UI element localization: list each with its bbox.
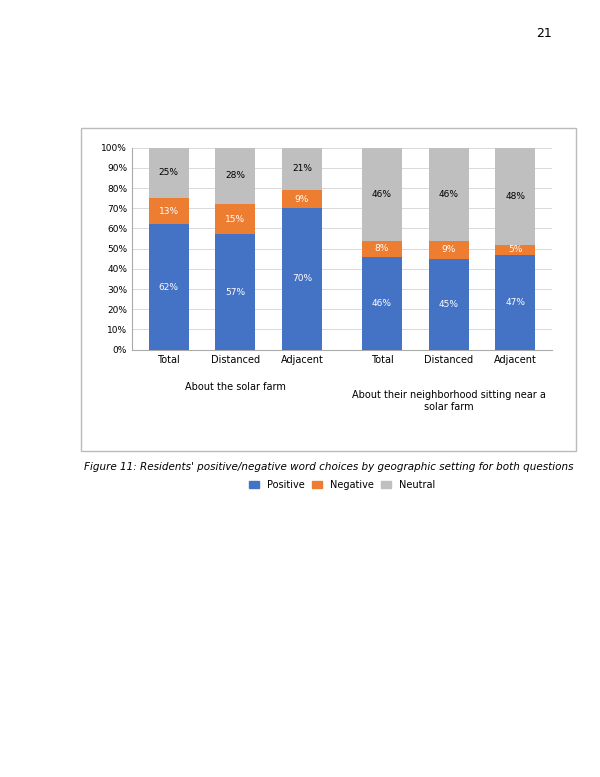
Bar [362, 148, 402, 241]
Text: 57%: 57% [225, 287, 245, 297]
Text: 46%: 46% [439, 190, 458, 199]
Legend: Positive, Negative, Neutral: Positive, Negative, Neutral [249, 479, 435, 490]
Text: About their neighborhood sitting near a
solar farm: About their neighborhood sitting near a … [352, 390, 545, 412]
Text: 15%: 15% [225, 215, 245, 224]
Text: 62%: 62% [158, 283, 179, 291]
Text: 9%: 9% [295, 195, 309, 204]
Text: 9%: 9% [442, 246, 456, 254]
Bar [362, 256, 402, 350]
Text: 8%: 8% [375, 244, 389, 253]
Text: 46%: 46% [372, 298, 392, 308]
Bar [149, 198, 188, 225]
Text: 5%: 5% [508, 246, 523, 254]
Bar [149, 148, 188, 198]
Text: 46%: 46% [372, 190, 392, 199]
Bar [428, 259, 469, 350]
Bar [428, 148, 469, 241]
Bar [496, 148, 535, 245]
Bar [362, 241, 402, 256]
Text: 47%: 47% [505, 298, 526, 307]
Bar [215, 235, 256, 350]
Bar [215, 204, 256, 235]
Text: 21%: 21% [292, 165, 312, 173]
Text: 21: 21 [536, 27, 552, 40]
Text: Figure 11: Residents' positive/negative word choices by geographic setting for b: Figure 11: Residents' positive/negative … [84, 462, 574, 472]
Text: 45%: 45% [439, 300, 458, 308]
Bar [496, 245, 535, 255]
Text: 28%: 28% [226, 172, 245, 180]
Text: 48%: 48% [505, 192, 526, 200]
Text: 25%: 25% [158, 169, 179, 177]
Text: 13%: 13% [158, 207, 179, 216]
Text: 70%: 70% [292, 274, 312, 284]
Bar [428, 241, 469, 259]
Bar [215, 148, 256, 204]
Bar [496, 255, 535, 350]
Bar [282, 148, 322, 190]
Text: About the solar farm: About the solar farm [185, 382, 286, 392]
Bar [282, 190, 322, 208]
Bar [282, 208, 322, 350]
Bar [149, 225, 188, 350]
